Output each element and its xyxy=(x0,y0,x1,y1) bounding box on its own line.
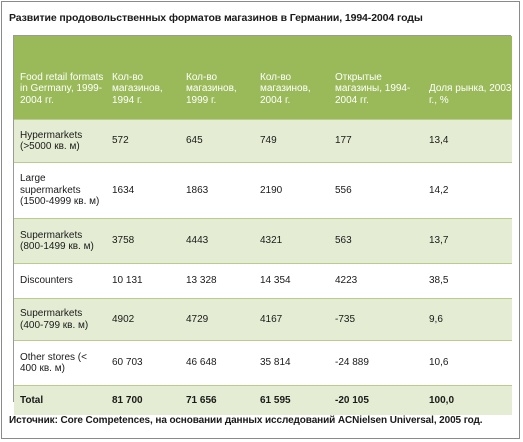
cell-2004: 4167 xyxy=(254,298,329,341)
cell-share: 14,2 xyxy=(423,162,512,219)
cell-format: Other stores (< 400 кв. м) xyxy=(14,340,106,386)
cell-share: 10,6 xyxy=(423,340,512,386)
cell-1999: 645 xyxy=(180,119,254,163)
figure-title: Развитие продовольственных форматов мага… xyxy=(9,12,423,24)
cell-1994: 572 xyxy=(106,119,180,163)
cell-1999: 71 656 xyxy=(180,385,254,415)
cell-1999: 4443 xyxy=(180,218,254,264)
cell-1999: 46 648 xyxy=(180,340,254,386)
header-format: Food retail formats in Germany, 1999-200… xyxy=(14,36,106,120)
cell-2004: 35 814 xyxy=(254,340,329,386)
cell-opened: -735 xyxy=(329,298,423,341)
cell-format: Hypermarkets (>5000 кв. м) xyxy=(14,119,106,163)
table-row: Supermarkets (400-799 кв. м) 4902 4729 4… xyxy=(14,298,512,341)
cell-opened: 563 xyxy=(329,218,423,264)
cell-2004: 14 354 xyxy=(254,263,329,299)
cell-opened: -20 105 xyxy=(329,385,423,415)
cell-1994: 3758 xyxy=(106,218,180,264)
cell-2004: 749 xyxy=(254,119,329,163)
cell-1994: 81 700 xyxy=(106,385,180,415)
header-stores-1999: Кол-во магазинов, 1999 г. xyxy=(180,36,254,120)
header-stores-1994: Кол-во магазинов, 1994 г. xyxy=(106,36,180,120)
cell-2004: 61 595 xyxy=(254,385,329,415)
table-row: Discounters 10 131 13 328 14 354 4223 38… xyxy=(14,263,512,299)
cell-format: Supermarkets (400-799 кв. м) xyxy=(14,298,106,341)
cell-share: 9,6 xyxy=(423,298,512,341)
table-row: Large supermarkets (1500-4999 кв. м) 163… xyxy=(14,162,512,219)
cell-share: 100,0 xyxy=(423,385,512,415)
cell-share: 13,7 xyxy=(423,218,512,264)
cell-2004: 4321 xyxy=(254,218,329,264)
cell-share: 13,4 xyxy=(423,119,512,163)
cell-1994: 1634 xyxy=(106,162,180,219)
cell-1999: 1863 xyxy=(180,162,254,219)
cell-format: Large supermarkets (1500-4999 кв. м) xyxy=(14,162,106,219)
header-row: Food retail formats in Germany, 1999-200… xyxy=(14,36,512,120)
cell-opened: -24 889 xyxy=(329,340,423,386)
table-row: Supermarkets (800-1499 кв. м) 3758 4443 … xyxy=(14,218,512,264)
table-row: Hypermarkets (>5000 кв. м) 572 645 749 1… xyxy=(14,119,512,163)
source-note: Источник: Core Competences, на основании… xyxy=(9,415,483,426)
cell-1994: 4902 xyxy=(106,298,180,341)
header-opened-stores: Открытые магазины, 1994-2004 гг. xyxy=(329,36,423,120)
cell-format: Supermarkets (800-1499 кв. м) xyxy=(14,218,106,264)
data-table: Food retail formats in Germany, 1999-200… xyxy=(14,36,512,415)
cell-opened: 4223 xyxy=(329,263,423,299)
table-row: Other stores (< 400 кв. м) 60 703 46 648… xyxy=(14,340,512,386)
table-row-total: Total 81 700 71 656 61 595 -20 105 100,0 xyxy=(14,385,512,415)
cell-2004: 2190 xyxy=(254,162,329,219)
cell-opened: 177 xyxy=(329,119,423,163)
cell-1999: 4729 xyxy=(180,298,254,341)
cell-format: Total xyxy=(14,385,106,415)
header-stores-2004: Кол-во магазинов, 2004 г. xyxy=(254,36,329,120)
cell-opened: 556 xyxy=(329,162,423,219)
cell-share: 38,5 xyxy=(423,263,512,299)
cell-1994: 60 703 xyxy=(106,340,180,386)
cell-1994: 10 131 xyxy=(106,263,180,299)
retail-formats-table: Food retail formats in Germany, 1999-200… xyxy=(13,35,512,415)
cell-format: Discounters xyxy=(14,263,106,299)
cell-1999: 13 328 xyxy=(180,263,254,299)
header-market-share: Доля рынка, 2003 г., % xyxy=(423,36,512,120)
